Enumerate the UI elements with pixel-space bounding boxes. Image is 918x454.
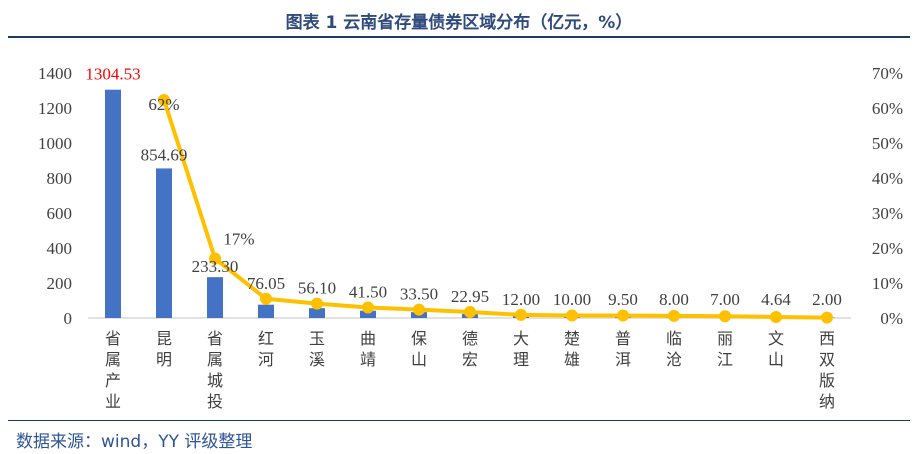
category-label-char: 楚 (564, 329, 580, 348)
category-label-char: 普 (615, 329, 631, 348)
category-label-char: 红 (258, 329, 274, 348)
category-label-char: 沧 (666, 350, 682, 369)
bar (207, 277, 223, 318)
bar-value-label: 22.95 (451, 287, 489, 306)
line-point (158, 93, 170, 106)
category-label-char: 属 (207, 350, 223, 369)
source-note: 数据来源：wind，YY 评级整理 (16, 432, 253, 452)
right-tick-label: 60% (872, 99, 903, 118)
line-point (566, 309, 578, 322)
right-tick-label: 20% (872, 239, 903, 258)
bar (258, 304, 274, 318)
bar-value-label: 854.69 (141, 145, 188, 164)
right-tick-label: 40% (872, 169, 903, 188)
line-point (362, 301, 374, 314)
bar-value-label: 7.00 (710, 290, 740, 309)
line-point (515, 308, 527, 321)
category-label-char: 洱 (615, 350, 631, 369)
line-point (311, 297, 323, 310)
category-label-char: 投 (207, 392, 223, 411)
left-tick-label: 400 (47, 239, 73, 258)
category-label-char: 德 (462, 329, 478, 348)
category-label-char: 丽 (717, 329, 733, 348)
category-label-char: 保 (411, 329, 427, 348)
line-point (719, 310, 731, 323)
category-label-char: 江 (717, 350, 733, 369)
bar-value-label: 8.00 (659, 290, 689, 309)
category-label-char: 山 (768, 350, 784, 369)
left-tick-label: 200 (47, 274, 73, 293)
category-label-char: 宏 (462, 350, 478, 369)
bar-value-label: 9.50 (608, 290, 638, 309)
left-tick-label: 800 (47, 169, 73, 188)
left-tick-label: 1200 (38, 99, 72, 118)
category-label-char: 理 (513, 350, 529, 369)
category-label-char: 山 (411, 350, 427, 369)
category-label-char: 昆 (156, 329, 172, 348)
bar-value-label: 12.00 (502, 290, 540, 309)
category-label-char: 曲 (360, 329, 376, 348)
line-value-label: 17% (223, 230, 254, 249)
bar-value-label: 76.05 (247, 274, 285, 293)
category-label-char: 靖 (360, 350, 376, 369)
category-label-char: 纳 (819, 392, 835, 411)
line-point (770, 310, 782, 323)
line-point (260, 292, 272, 305)
line-point (209, 252, 221, 265)
category-label-char: 临 (666, 329, 682, 348)
left-tick-label: 1000 (38, 134, 72, 153)
line-point (464, 306, 476, 319)
category-label-char: 省 (207, 329, 223, 348)
category-label-char: 明 (156, 350, 172, 369)
share-line (162, 99, 828, 320)
category-label-char: 文 (768, 329, 784, 348)
category-label-char: 河 (258, 350, 274, 369)
bar-value-label: 1304.53 (85, 65, 140, 84)
chart-title: 图表 1 云南省存量债券区域分布（亿元，%） (285, 13, 633, 33)
bar-value-label: 41.50 (349, 283, 387, 302)
left-tick-label: 600 (47, 204, 73, 223)
bar (156, 168, 172, 318)
category-label-char: 双 (819, 350, 835, 369)
line-point (668, 309, 680, 322)
line-point (821, 311, 833, 324)
title-divider (8, 36, 910, 38)
right-tick-label: 70% (872, 64, 903, 83)
category-label-char: 省 (105, 329, 121, 348)
bar-value-label: 4.64 (761, 290, 791, 309)
bar (105, 89, 121, 319)
left-tick-label: 0 (64, 309, 73, 328)
category-label-char: 雄 (564, 350, 580, 369)
bar-value-label: 33.50 (400, 285, 438, 304)
bar (360, 310, 376, 318)
line-value-label: 62% (148, 95, 179, 114)
category-label-char: 玉 (309, 329, 325, 348)
bar-value-label: 2.00 (812, 290, 842, 309)
category-label-char: 溪 (309, 350, 325, 369)
right-tick-label: 0% (880, 309, 903, 328)
right-tick-label: 50% (872, 134, 903, 153)
bar-value-label: 233.30 (192, 257, 239, 276)
footer-divider (8, 420, 910, 421)
category-label-char: 西 (819, 329, 835, 348)
line-point (617, 309, 629, 322)
category-label-char: 城 (207, 371, 223, 390)
bar-value-label: 10.00 (553, 290, 591, 309)
chart-plot: 0 200 400 600 800 1000 1200 1400 0% 10% 20% 30% 40% 5… (38, 64, 903, 411)
line-point (413, 303, 425, 316)
bar (309, 308, 325, 318)
category-label-char: 大 (513, 329, 529, 348)
category-label-char: 产 (105, 371, 121, 390)
bar-value-label: 56.10 (298, 279, 336, 298)
category-label-char: 属 (105, 350, 121, 369)
left-tick-label: 1400 (38, 64, 72, 83)
right-tick-label: 10% (872, 274, 903, 293)
category-label-char: 业 (105, 392, 121, 411)
right-tick-label: 30% (872, 204, 903, 223)
category-label-char: 版 (819, 371, 835, 390)
